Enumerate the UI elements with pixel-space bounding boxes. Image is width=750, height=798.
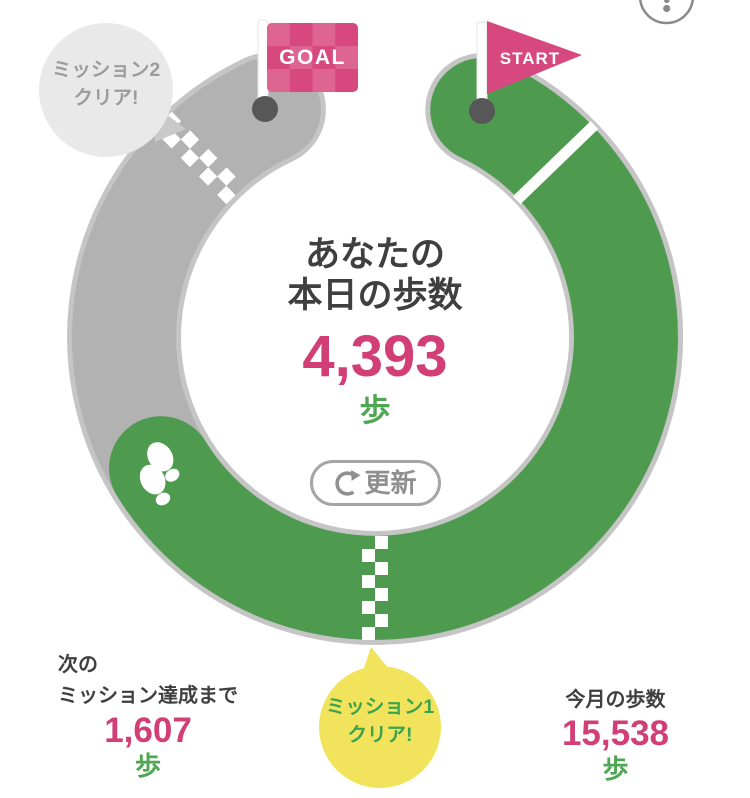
next-mission-value: 1,607: [104, 711, 192, 750]
goal-flag-anchor-dot: [252, 96, 278, 122]
next-mission-label: 次の ミッション達成まで: [58, 650, 278, 712]
mission2-bubble: [39, 23, 186, 157]
today-steps-title-line1: あなたの: [304, 235, 445, 274]
footprints-icon: [139, 442, 180, 506]
mission2-bubble-text: ミッション2 クリア!: [26, 56, 186, 112]
info-button[interactable]: [638, 0, 695, 25]
start-flag-anchor-dot: [469, 98, 495, 124]
monthly-steps-label: 今月の歩数: [565, 689, 666, 711]
mission1-line1: ミッション1: [325, 696, 435, 718]
mission1-bubble: [319, 647, 441, 788]
info-icon: [663, 0, 671, 13]
mission2-bubble-body: [39, 23, 173, 157]
refresh-button-label: 更新: [364, 468, 417, 498]
ring-progress-arc: [109, 58, 678, 640]
next-mission-label-line1: 次の: [58, 654, 98, 676]
mission1-checkpoint: [362, 536, 388, 640]
mission1-bubble-text: ミッション1 クリア!: [300, 693, 460, 749]
today-steps-block: あなたの 本日の歩数 4,393 歩: [175, 234, 575, 426]
mission1-bubble-body: [319, 666, 441, 788]
mission2-line2: クリア!: [73, 87, 139, 109]
today-steps-title-line2: 本日の歩数: [287, 276, 463, 315]
next-mission-label-line2: ミッション達成まで: [58, 685, 238, 707]
today-steps-unit: 歩: [359, 393, 391, 428]
start-flag: [469, 21, 582, 124]
today-steps-value: 4,393: [302, 324, 448, 389]
goal-flag-label: GOAL: [279, 46, 346, 69]
refresh-icon: [335, 469, 361, 496]
monthly-steps-value: 15,538: [561, 714, 670, 753]
mission2-line1: ミッション2: [51, 59, 161, 81]
info-button-ring[interactable]: [638, 0, 695, 25]
start-flag-pennant: [487, 21, 582, 94]
goal-flag: [252, 19, 358, 122]
refresh-button[interactable]: 更新: [310, 460, 441, 506]
next-mission-unit: 歩: [134, 751, 161, 781]
monthly-steps-unit: 歩: [602, 754, 629, 784]
start-line-divider: [512, 121, 599, 205]
mission1-line2: クリア!: [347, 724, 413, 746]
start-flag-label: START: [499, 49, 561, 68]
